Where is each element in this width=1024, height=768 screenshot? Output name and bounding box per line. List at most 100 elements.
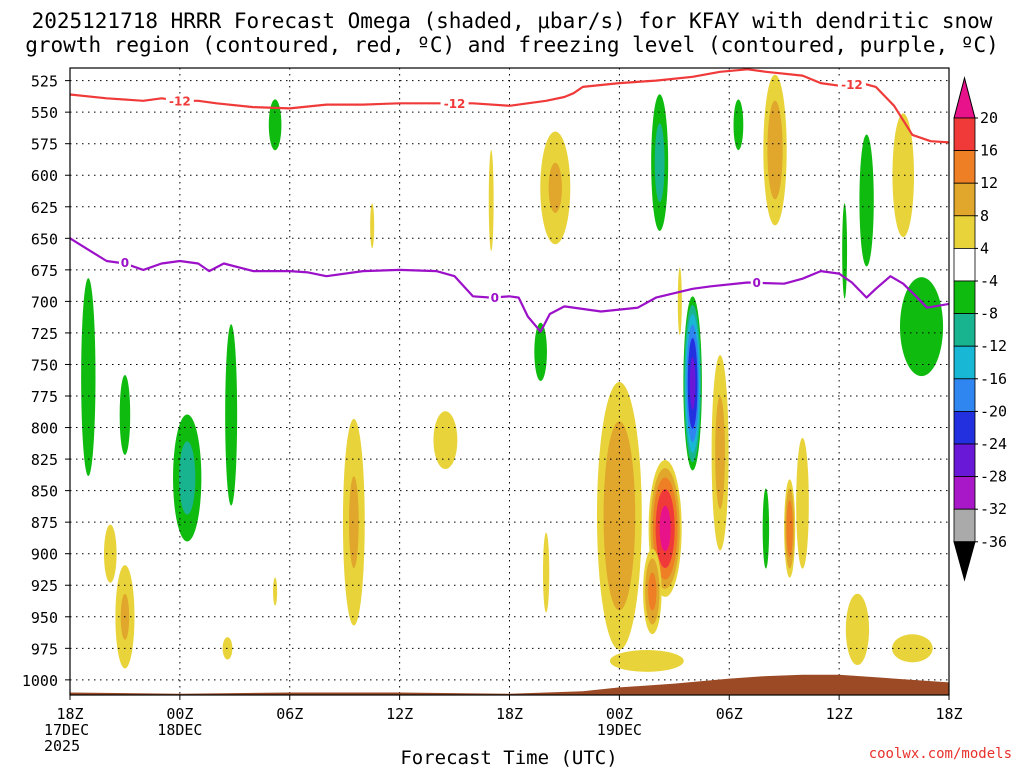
colorbar-label-6: -8 bbox=[980, 305, 998, 323]
y-tick-label-7: 700 bbox=[31, 293, 58, 311]
contour-label-bg-2 bbox=[837, 77, 866, 92]
y-tick-label-16: 925 bbox=[31, 577, 58, 595]
omega-level-29-0 bbox=[842, 203, 848, 299]
omega-level-26-0 bbox=[762, 488, 770, 569]
omega-feature-18 bbox=[643, 548, 662, 635]
x-tick-label-5-0: 00Z bbox=[606, 705, 633, 723]
x-tick-label-4-0: 18Z bbox=[496, 705, 523, 723]
omega-level-17-4 bbox=[659, 505, 671, 552]
colorbar-bin-8 bbox=[953, 345, 976, 380]
omega-level-3-0 bbox=[103, 524, 117, 583]
x-tick-label-7-0: 12Z bbox=[826, 705, 853, 723]
omega-feature-13 bbox=[534, 322, 547, 381]
colorbar-label-4: 4 bbox=[980, 239, 989, 257]
colorbar-bin-1 bbox=[953, 117, 976, 151]
colorbar-label-7: -12 bbox=[980, 337, 1007, 355]
terrain-fill bbox=[70, 674, 949, 695]
omega-level-11-0 bbox=[433, 411, 458, 470]
omega-level-21-0 bbox=[677, 267, 682, 336]
colorbar-bin-2 bbox=[953, 150, 976, 184]
colorbar-bin-3 bbox=[953, 182, 976, 217]
omega-feature-15 bbox=[542, 532, 550, 613]
colorbar-bin-11 bbox=[953, 443, 976, 477]
omega-level-0-0 bbox=[81, 278, 96, 477]
y-tick-label-0: 525 bbox=[31, 73, 58, 91]
y-tick-label-10: 775 bbox=[31, 388, 58, 406]
credit-text: coolwx.com/models bbox=[869, 746, 1012, 762]
omega-level-33-0 bbox=[845, 593, 870, 666]
colorbar-label-0: 20 bbox=[980, 109, 998, 127]
x-axis-title: Forecast Time (UTC) bbox=[400, 747, 617, 768]
y-tick-label-1: 550 bbox=[31, 104, 58, 122]
contour-label-bg-0 bbox=[165, 93, 194, 108]
chart-title-line-1: 2025121718 HRRR Forecast Omega (shaded, … bbox=[32, 9, 993, 33]
x-tick-label-6-0: 06Z bbox=[716, 705, 743, 723]
x-tick-label-5-1: 19DEC bbox=[597, 721, 642, 739]
x-tick-label-0-0: 18Z bbox=[56, 705, 83, 723]
omega-level-27-2 bbox=[786, 500, 793, 557]
contour-label-4: 0 bbox=[491, 291, 499, 305]
omega-level-16-1 bbox=[603, 421, 636, 611]
omega-level-10-0 bbox=[370, 203, 375, 249]
colorbar-label-9: -20 bbox=[980, 402, 1007, 420]
omega-feature-23 bbox=[711, 355, 729, 551]
contour-label-3: 0 bbox=[121, 256, 129, 270]
omega-feature-3 bbox=[103, 524, 117, 583]
omega-feature-30 bbox=[859, 134, 874, 267]
omega-level-22-5 bbox=[689, 357, 696, 410]
omega-level-30-0 bbox=[859, 134, 874, 267]
omega-feature-25 bbox=[763, 74, 787, 226]
omega-level-5-0 bbox=[225, 324, 238, 506]
colorbar-bin-12 bbox=[953, 476, 976, 510]
colorbar-bin-9 bbox=[953, 378, 976, 412]
colorbar-bin-5 bbox=[953, 247, 976, 282]
x-tick-label-0-2: 2025 bbox=[44, 737, 80, 755]
omega-level-8-0 bbox=[273, 577, 278, 606]
omega-feature-29 bbox=[842, 203, 848, 299]
omega-feature-27 bbox=[784, 479, 796, 578]
contour-label-0: -12 bbox=[169, 94, 191, 108]
omega-feature-20 bbox=[651, 94, 669, 231]
contour-label-bg-3 bbox=[118, 255, 131, 270]
omega-feature-12 bbox=[488, 149, 494, 251]
omega-level-23-1 bbox=[715, 396, 725, 510]
terrain-layer bbox=[70, 674, 949, 695]
omega-level-32-0 bbox=[899, 277, 944, 377]
omega-feature-26 bbox=[762, 488, 770, 569]
y-tick-label-18: 975 bbox=[31, 640, 58, 658]
omega-level-13-0 bbox=[534, 322, 547, 381]
omega-feature-11 bbox=[433, 411, 458, 470]
colorbar-label-5: -4 bbox=[980, 272, 998, 290]
omega-feature-34 bbox=[892, 634, 933, 663]
omega-level-28-0 bbox=[796, 437, 809, 569]
colorbar-bin-13 bbox=[953, 508, 976, 543]
x-tick-label-3-0: 12Z bbox=[386, 705, 413, 723]
omega-feature-14 bbox=[540, 131, 571, 245]
omega-feature-5 bbox=[225, 324, 238, 506]
omega-level-18-2 bbox=[648, 572, 657, 611]
omega-feature-33 bbox=[845, 593, 870, 666]
y-tick-label-4: 625 bbox=[31, 199, 58, 217]
omega-feature-21 bbox=[677, 267, 682, 336]
omega-feature-0 bbox=[81, 278, 96, 477]
omega-shading-layer bbox=[81, 74, 944, 672]
omega-feature-28 bbox=[796, 437, 809, 569]
freezing-level-contour bbox=[70, 237, 949, 333]
y-tick-label-17: 950 bbox=[31, 609, 58, 627]
omega-level-20-1 bbox=[654, 123, 665, 203]
omega-feature-7 bbox=[268, 99, 282, 151]
x-tick-label-2-0: 06Z bbox=[276, 705, 303, 723]
colorbar-bin-14 bbox=[953, 541, 976, 582]
y-tick-label-14: 875 bbox=[31, 514, 58, 532]
y-tick-label-15: 900 bbox=[31, 546, 58, 564]
colorbar-bin-10 bbox=[953, 410, 976, 445]
contour-label-1: -12 bbox=[444, 97, 466, 111]
contour-label-bg-5 bbox=[750, 275, 763, 290]
colorbar-bin-6 bbox=[953, 280, 976, 314]
y-tick-label-13: 850 bbox=[31, 483, 58, 501]
omega-level-19-0 bbox=[609, 650, 684, 672]
y-tick-label-2: 575 bbox=[31, 136, 58, 154]
contour-label-bg-4 bbox=[488, 290, 501, 305]
